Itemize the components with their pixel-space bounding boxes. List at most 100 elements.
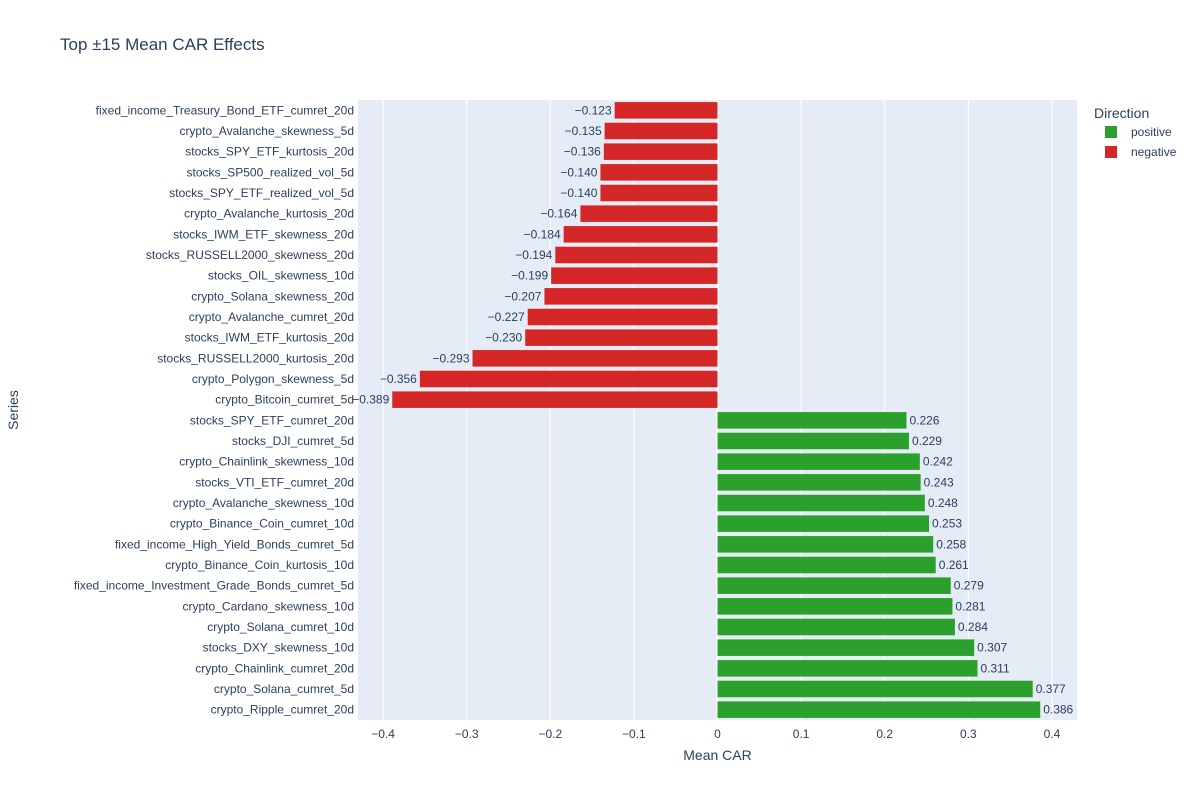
bar-value-label: −0.389	[352, 393, 389, 407]
y-tick-label: crypto_Polygon_skewness_5d	[192, 372, 354, 386]
y-tick-label: crypto_Avalanche_skewness_5d	[179, 124, 354, 138]
bar-value-label: 0.261	[939, 558, 969, 572]
y-tick-label: stocks_IWM_ETF_kurtosis_20d	[185, 331, 354, 345]
bar[interactable]	[614, 102, 718, 119]
bar[interactable]	[717, 515, 930, 532]
bar[interactable]	[527, 308, 718, 326]
bar-value-labels: −0.123 −0.135 −0.136 −0.140 −0.140 −0.164 −0.1…	[352, 103, 1073, 716]
bar[interactable]	[717, 453, 920, 470]
y-tick-label: stocks_SPY_ETF_cumret_20d	[190, 413, 354, 427]
bar-value-label: −0.123	[575, 103, 612, 117]
bar[interactable]	[717, 494, 925, 512]
bar-value-label: 0.279	[954, 579, 984, 593]
bar-value-label: 0.253	[932, 517, 962, 531]
bar[interactable]	[717, 701, 1041, 718]
y-tick-label: stocks_RUSSELL2000_kurtosis_20d	[157, 351, 354, 365]
bar-value-label: −0.207	[504, 289, 541, 303]
bar[interactable]	[717, 639, 975, 656]
bar[interactable]	[717, 680, 1033, 698]
y-axis-title: Series	[5, 390, 21, 430]
y-tick-label: crypto_Solana_cumret_10d	[207, 620, 354, 634]
y-tick-label: stocks_SPY_ETF_kurtosis_20d	[185, 145, 354, 159]
bar-value-label: 0.248	[928, 496, 958, 510]
bar[interactable]	[717, 660, 978, 677]
legend-swatch[interactable]	[1105, 146, 1117, 158]
y-tick-label: fixed_income_Treasury_Bond_ETF_cumret_20…	[96, 103, 354, 117]
bar[interactable]	[717, 474, 921, 491]
bar-value-label: −0.140	[560, 186, 597, 200]
y-tick-label: crypto_Bitcoin_cumret_5d	[215, 393, 354, 407]
grid-lines	[382, 100, 1053, 720]
bar-value-label: −0.135	[565, 124, 602, 138]
x-tick-label: 0.1	[793, 727, 810, 741]
x-tick-label: −0.1	[622, 727, 646, 741]
y-tick-label: crypto_Ripple_cumret_20d	[211, 703, 354, 717]
y-tick-label: stocks_DXY_skewness_10d	[203, 641, 354, 655]
bar[interactable]	[563, 226, 718, 243]
y-tick-label: crypto_Binance_Coin_cumret_10d	[170, 517, 354, 531]
bar[interactable]	[580, 205, 718, 222]
bar-value-label: −0.184	[524, 227, 561, 241]
y-tick-label: crypto_Solana_cumret_5d	[214, 682, 354, 696]
bar-value-label: −0.199	[511, 269, 548, 283]
bar[interactable]	[600, 164, 718, 181]
bar[interactable]	[472, 350, 718, 367]
bar-value-label: −0.356	[380, 372, 417, 386]
bar-value-label: −0.230	[485, 331, 522, 345]
chart-title: Top ±15 Mean CAR Effects	[60, 35, 265, 54]
bar-value-label: −0.194	[515, 248, 552, 262]
y-tick-label: stocks_IWM_ETF_skewness_20d	[173, 227, 354, 241]
y-tick-label: crypto_Chainlink_cumret_20d	[195, 661, 354, 675]
legend-swatch[interactable]	[1105, 126, 1117, 138]
y-tick-label: stocks_SP500_realized_vol_5d	[187, 165, 354, 179]
x-tick-label: −0.3	[455, 727, 479, 741]
bar[interactable]	[717, 556, 936, 574]
legend-label[interactable]: positive	[1131, 125, 1172, 139]
bar[interactable]	[717, 577, 951, 594]
bar[interactable]	[551, 267, 718, 284]
bar-value-label: −0.136	[564, 145, 601, 159]
y-tick-labels: fixed_income_Treasury_Bond_ETF_cumret_20…	[74, 103, 354, 716]
y-tick-label: crypto_Avalanche_skewness_10d	[173, 496, 354, 510]
bar[interactable]	[419, 370, 718, 388]
x-tick-label: 0	[714, 727, 721, 741]
bar-value-label: 0.242	[923, 455, 953, 469]
bar[interactable]	[544, 288, 718, 305]
bar[interactable]	[392, 391, 718, 408]
bar[interactable]	[717, 432, 909, 450]
bar-value-label: 0.281	[955, 599, 985, 613]
bar[interactable]	[600, 184, 718, 202]
x-axis-title: Mean CAR	[683, 747, 751, 763]
bar-value-label: 0.311	[981, 661, 1010, 675]
bar-value-label: −0.140	[560, 165, 597, 179]
legend[interactable]: Direction positive negative	[1094, 105, 1177, 159]
bar[interactable]	[555, 246, 718, 264]
x-tick-label: 0.3	[960, 727, 977, 741]
y-tick-label: stocks_RUSSELL2000_skewness_20d	[146, 248, 354, 262]
bar-value-label: 0.284	[958, 620, 988, 634]
bar[interactable]	[717, 412, 907, 429]
y-tick-label: crypto_Avalanche_kurtosis_20d	[184, 207, 354, 221]
bar[interactable]	[717, 536, 934, 553]
bar-value-label: 0.226	[909, 413, 939, 427]
y-tick-label: stocks_OIL_skewness_10d	[208, 269, 354, 283]
bar[interactable]	[717, 618, 955, 636]
bar-value-label: 0.229	[912, 434, 942, 448]
bar[interactable]	[603, 143, 718, 160]
x-tick-label: 0.4	[1044, 727, 1061, 741]
bar-value-label: −0.227	[488, 310, 525, 324]
y-tick-label: stocks_DJI_cumret_5d	[232, 434, 354, 448]
legend-label[interactable]: negative	[1131, 145, 1177, 159]
y-tick-label: crypto_Avalanche_cumret_20d	[189, 310, 354, 324]
bar[interactable]	[717, 598, 953, 615]
bar[interactable]	[604, 122, 718, 140]
bar-value-label: 0.307	[977, 641, 1007, 655]
y-tick-label: fixed_income_High_Yield_Bonds_cumret_5d	[115, 537, 354, 551]
x-tick-labels: −0.4 −0.3 −0.2 −0.1 0 0.1 0.2 0.3 0.4	[371, 727, 1060, 741]
bar[interactable]	[525, 329, 718, 346]
bar-value-label: 0.243	[924, 475, 954, 489]
y-tick-label: crypto_Chainlink_skewness_10d	[179, 455, 354, 469]
bar-value-label: −0.293	[432, 351, 469, 365]
bar-value-label: 0.258	[936, 537, 966, 551]
